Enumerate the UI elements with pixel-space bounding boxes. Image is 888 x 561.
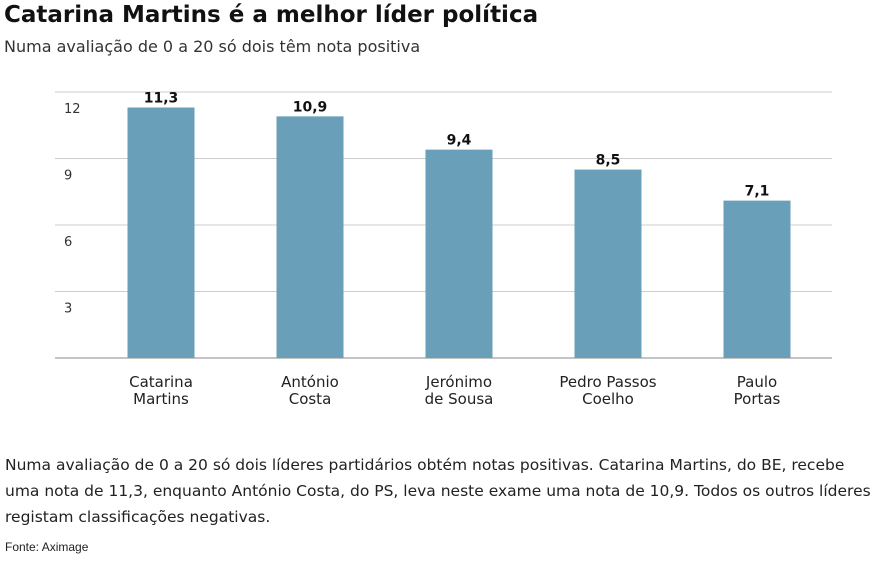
x-tick-label: Portas: [734, 390, 781, 408]
y-tick-label: 12: [64, 102, 81, 117]
y-tick-label: 9: [64, 169, 72, 184]
chart-subtitle: Numa avaliação de 0 a 20 só dois têm not…: [4, 37, 421, 56]
bar-value-label: 7,1: [745, 184, 770, 200]
x-tick-label: António: [281, 373, 339, 391]
bar-value-label: 9,4: [447, 133, 472, 149]
x-tick-label: Martins: [133, 390, 189, 408]
bar: [127, 107, 195, 359]
bar: [276, 116, 344, 358]
x-tick-label: Pedro Passos: [559, 373, 656, 391]
bar: [574, 169, 642, 358]
source-note: Fonte: Aximage: [5, 540, 89, 554]
bar-value-label: 8,5: [596, 153, 621, 169]
chart-title: Catarina Martins é a melhor líder políti…: [4, 2, 539, 28]
y-tick-label: 6: [64, 235, 72, 250]
bar: [425, 149, 493, 358]
x-tick-label: de Sousa: [425, 390, 494, 408]
x-tick-label: Paulo: [737, 373, 777, 391]
bar-value-label: 11,3: [144, 91, 179, 107]
x-tick-label: Jerónimo: [425, 373, 492, 391]
x-tick-label: Costa: [289, 390, 332, 408]
y-tick-label: 3: [64, 302, 72, 317]
chart-description: Numa avaliação de 0 a 20 só dois líderes…: [5, 456, 871, 526]
x-tick-label: Coelho: [582, 390, 634, 408]
bar: [723, 200, 791, 358]
x-tick-label: Catarina: [129, 373, 193, 391]
bar-value-label: 10,9: [293, 99, 328, 115]
